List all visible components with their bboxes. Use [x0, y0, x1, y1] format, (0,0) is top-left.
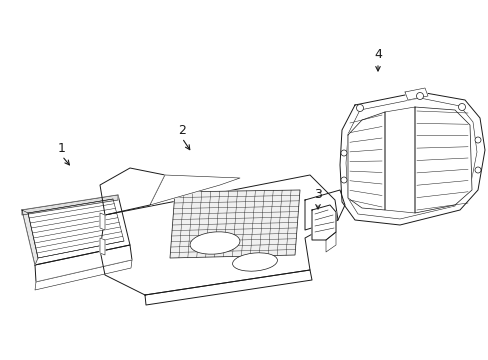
Polygon shape [35, 245, 132, 282]
Polygon shape [170, 190, 299, 258]
Circle shape [340, 177, 346, 183]
Polygon shape [325, 232, 335, 252]
Polygon shape [347, 112, 384, 210]
Ellipse shape [190, 232, 240, 254]
Polygon shape [150, 175, 240, 205]
Text: 2: 2 [178, 123, 185, 136]
Polygon shape [339, 92, 484, 225]
Polygon shape [100, 168, 164, 215]
Polygon shape [100, 213, 105, 230]
Circle shape [340, 150, 346, 156]
Text: 1: 1 [58, 141, 66, 154]
Polygon shape [35, 260, 132, 290]
Polygon shape [22, 195, 118, 215]
Text: 3: 3 [313, 189, 321, 202]
Polygon shape [384, 107, 414, 213]
Polygon shape [145, 270, 311, 305]
Text: 4: 4 [373, 49, 381, 62]
Ellipse shape [232, 253, 277, 271]
Circle shape [474, 167, 480, 173]
Polygon shape [22, 195, 130, 265]
Circle shape [356, 104, 363, 112]
Polygon shape [311, 205, 335, 240]
Polygon shape [414, 107, 471, 213]
Polygon shape [346, 98, 476, 219]
Polygon shape [100, 238, 105, 255]
Circle shape [474, 137, 480, 143]
Circle shape [458, 104, 465, 111]
Polygon shape [305, 190, 345, 230]
Circle shape [416, 93, 423, 99]
Polygon shape [28, 199, 124, 258]
Polygon shape [404, 88, 427, 100]
Polygon shape [22, 210, 38, 265]
Polygon shape [100, 175, 337, 295]
